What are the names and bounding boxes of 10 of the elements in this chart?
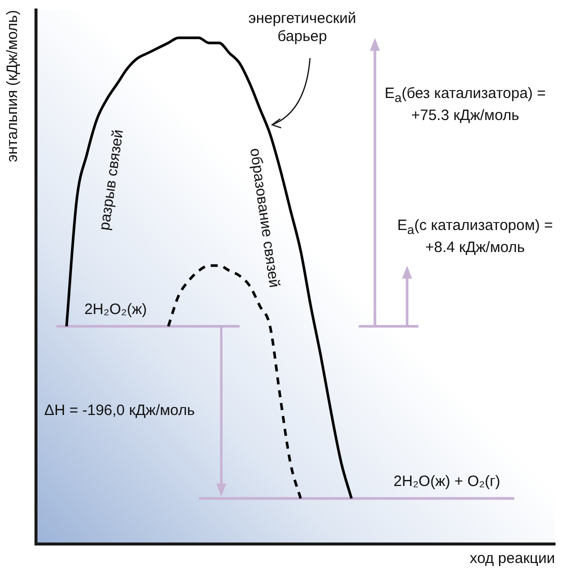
series-label: 2H₂O(ж) + O₂(г)	[394, 473, 500, 490]
x-axis-title: ход реакции	[470, 550, 555, 568]
series-label: 2H₂O₂(ж)	[84, 301, 147, 318]
annotation: энергетический барьер	[247, 10, 358, 46]
annotation: E$_{a}$(с катализатором) = +8.4 кДж/моль	[396, 217, 554, 258]
annotation: образование связей	[246, 146, 284, 289]
y-axis-title: энтальпия (кДж/моль)	[4, 10, 22, 162]
annotation: разрыв связей	[96, 128, 128, 232]
annotation: ΔH = -196,0 кДж/моль	[44, 402, 195, 420]
annotation: E$_{a}$(без катализатора) = +75.3 кДж/моль	[384, 85, 547, 126]
